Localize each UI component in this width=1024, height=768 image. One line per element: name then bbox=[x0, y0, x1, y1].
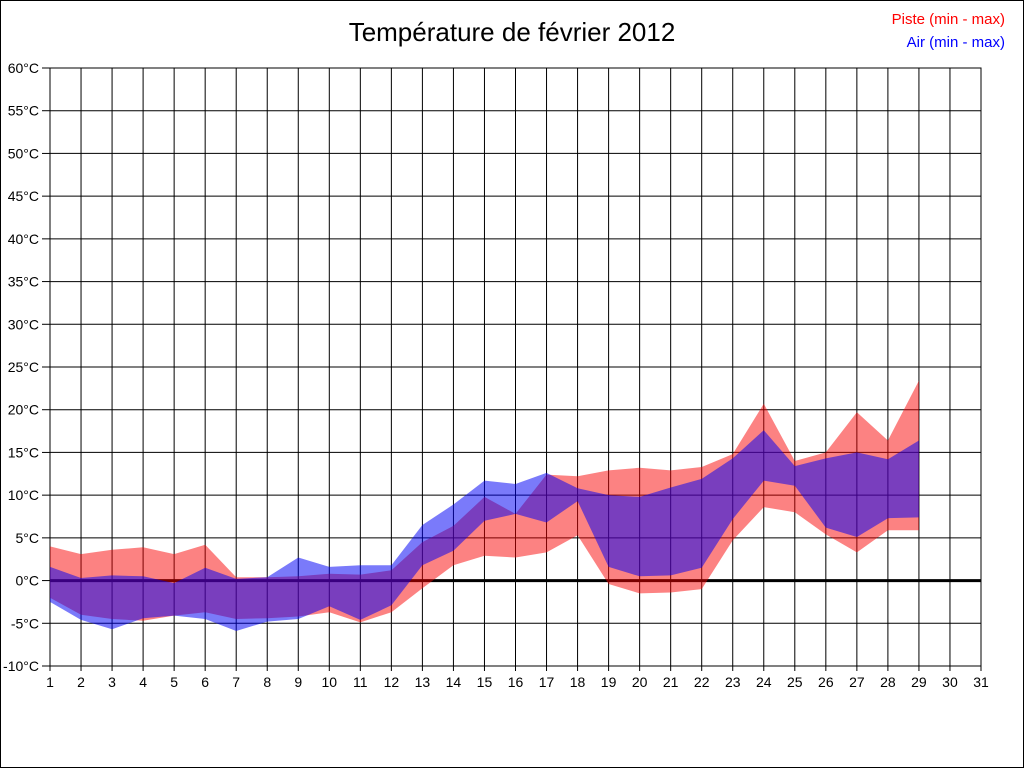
x-axis-label: 12 bbox=[384, 674, 400, 690]
legend-item-air: Air (min - max) bbox=[906, 34, 1005, 51]
x-axis-label: 5 bbox=[170, 674, 178, 690]
y-axis-label: 10°C bbox=[8, 487, 39, 503]
x-axis-label: 31 bbox=[973, 674, 989, 690]
x-axis-label: 14 bbox=[446, 674, 462, 690]
x-axis-label: 4 bbox=[139, 674, 147, 690]
x-axis-label: 18 bbox=[570, 674, 586, 690]
y-axis-label: 25°C bbox=[8, 359, 39, 375]
y-axis-label: 0°C bbox=[16, 573, 40, 589]
x-axis-label: 15 bbox=[477, 674, 493, 690]
x-axis-label: 24 bbox=[756, 674, 772, 690]
y-axis-labels: -10°C -5°C 0°C 5°C 10°C 15°C 20°C 25°C 30°C 35°C 4… bbox=[3, 60, 39, 674]
x-axis-label: 23 bbox=[725, 674, 741, 690]
y-axis-label: 30°C bbox=[8, 316, 39, 332]
x-axis-label: 8 bbox=[263, 674, 271, 690]
x-axis-label: 26 bbox=[818, 674, 834, 690]
x-axis-label: 1 bbox=[46, 674, 54, 690]
y-axis-label: -5°C bbox=[11, 615, 39, 631]
x-axis-label: 29 bbox=[911, 674, 927, 690]
y-axis-label: -10°C bbox=[3, 658, 39, 674]
y-axis-label: 55°C bbox=[8, 103, 39, 119]
x-axis-label: 9 bbox=[294, 674, 302, 690]
x-axis-label: 16 bbox=[508, 674, 524, 690]
y-axis-label: 50°C bbox=[8, 145, 39, 161]
axis-ticks bbox=[42, 67, 982, 671]
y-axis-label: 20°C bbox=[8, 402, 39, 418]
legend-item-piste: Piste (min - max) bbox=[891, 11, 1005, 28]
chart-title: Température de février 2012 bbox=[348, 17, 676, 47]
y-axis-label: 60°C bbox=[8, 60, 39, 76]
y-axis-label: 35°C bbox=[8, 274, 39, 290]
legend: Piste (min - max) Air (min - max) bbox=[892, 8, 1005, 54]
x-axis-label: 6 bbox=[201, 674, 209, 690]
x-axis-label: 11 bbox=[353, 674, 368, 690]
x-axis-label: 13 bbox=[415, 674, 431, 690]
x-axis-label: 19 bbox=[601, 674, 617, 690]
x-axis-label: 22 bbox=[694, 674, 710, 690]
x-axis-label: 21 bbox=[663, 674, 679, 690]
y-axis-label: 40°C bbox=[8, 231, 39, 247]
x-axis-label: 28 bbox=[880, 674, 896, 690]
x-axis-labels: 1 2 3 4 5 6 7 8 9 10 11 12 13 14 15 16 17 18 19 20 21 22 23 24 2… bbox=[46, 674, 989, 690]
x-axis-label: 2 bbox=[77, 674, 85, 690]
x-axis-label: 17 bbox=[539, 674, 555, 690]
x-axis-label: 27 bbox=[849, 674, 865, 690]
x-axis-label: 3 bbox=[108, 674, 116, 690]
y-axis-label: 15°C bbox=[8, 444, 39, 460]
x-axis-label: 7 bbox=[232, 674, 240, 690]
x-axis-label: 10 bbox=[322, 674, 338, 690]
x-axis-label: 20 bbox=[632, 674, 648, 690]
y-axis-label: 5°C bbox=[16, 530, 40, 546]
air-band bbox=[50, 430, 919, 631]
y-axis-label: 45°C bbox=[8, 188, 39, 204]
x-axis-label: 25 bbox=[787, 674, 803, 690]
x-axis-label: 30 bbox=[942, 674, 958, 690]
grid bbox=[49, 67, 982, 667]
